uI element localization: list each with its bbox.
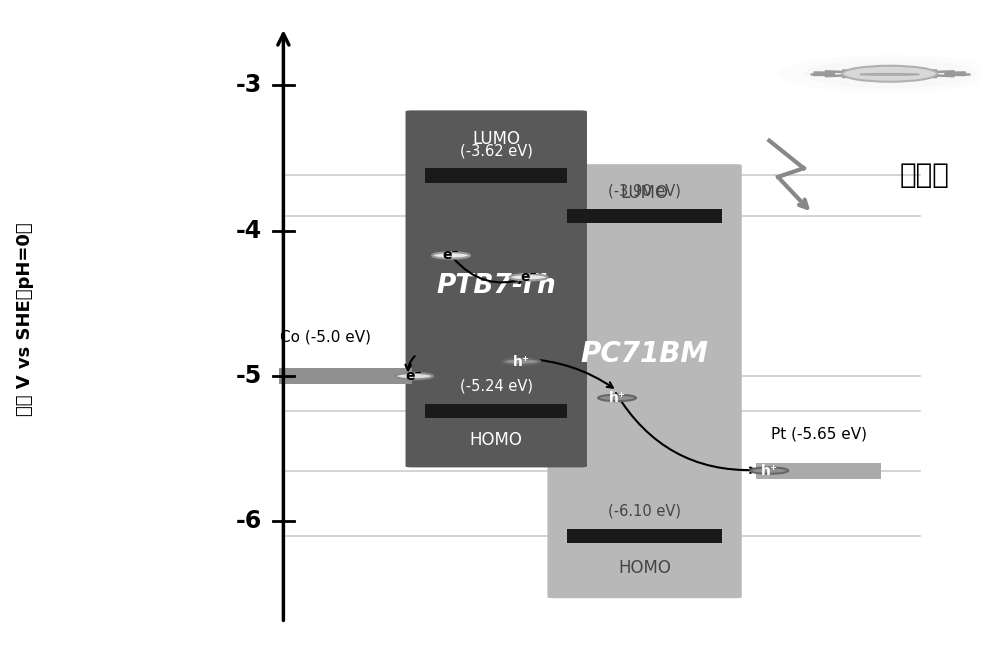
Text: e⁻: e⁻ — [443, 249, 460, 263]
Bar — [425, 168, 567, 183]
Text: 能级 V vs SHE（pH=0）: 能级 V vs SHE（pH=0） — [16, 222, 34, 416]
Text: HOMO: HOMO — [618, 559, 671, 577]
Text: 可见光: 可见光 — [899, 162, 949, 190]
Text: -6: -6 — [236, 509, 262, 533]
FancyBboxPatch shape — [547, 164, 742, 598]
Circle shape — [432, 252, 470, 259]
Bar — [567, 529, 722, 543]
Bar — [567, 209, 722, 223]
Text: h⁺: h⁺ — [609, 391, 626, 405]
Circle shape — [842, 66, 937, 82]
Bar — [756, 463, 881, 479]
Text: Pt (-5.65 eV): Pt (-5.65 eV) — [771, 426, 867, 442]
FancyBboxPatch shape — [406, 110, 587, 467]
Text: -3: -3 — [236, 73, 262, 97]
Text: LUMO: LUMO — [472, 130, 520, 148]
Text: (-3.62 eV): (-3.62 eV) — [460, 143, 533, 158]
Text: -5: -5 — [236, 364, 262, 388]
Circle shape — [395, 373, 433, 379]
Circle shape — [778, 55, 1000, 92]
Text: (-5.24 eV): (-5.24 eV) — [460, 379, 533, 394]
Circle shape — [750, 467, 788, 473]
Text: (-3.90 eV): (-3.90 eV) — [608, 184, 681, 199]
Text: h⁺: h⁺ — [761, 464, 778, 477]
Text: PTB7-Th: PTB7-Th — [436, 273, 556, 299]
Circle shape — [510, 274, 547, 281]
Bar — [425, 404, 567, 418]
Ellipse shape — [860, 74, 919, 75]
Text: Co (-5.0 eV): Co (-5.0 eV) — [280, 329, 371, 344]
Text: -4: -4 — [236, 219, 262, 243]
Circle shape — [804, 59, 976, 88]
Text: e⁻: e⁻ — [520, 270, 537, 284]
Text: HOMO: HOMO — [470, 431, 523, 449]
Text: LUMO: LUMO — [621, 184, 669, 202]
Text: PC71BM: PC71BM — [581, 340, 709, 368]
Text: h⁺: h⁺ — [513, 354, 530, 368]
Text: e⁻: e⁻ — [406, 369, 423, 383]
Bar — [279, 368, 412, 384]
Circle shape — [598, 395, 636, 401]
Circle shape — [503, 358, 541, 365]
Text: (-6.10 eV): (-6.10 eV) — [608, 504, 681, 519]
